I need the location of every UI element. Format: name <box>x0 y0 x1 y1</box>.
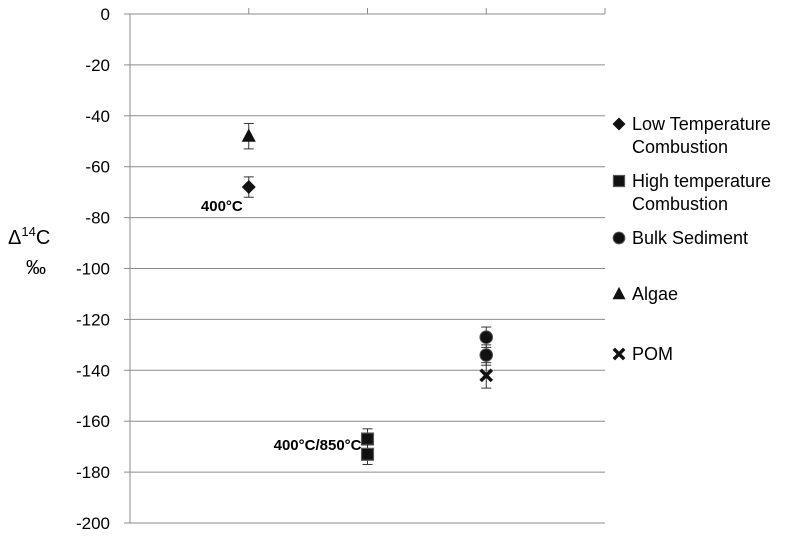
legend-label: Algae <box>632 284 678 304</box>
legend-label: Bulk Sediment <box>632 228 748 248</box>
y-tick-label: -200 <box>76 514 110 533</box>
gridlines <box>130 13 605 524</box>
legend-entry: Low Temperature Combustion <box>612 114 771 157</box>
y-axis-label-element: C <box>36 227 50 249</box>
legend-entry: Algae <box>612 284 678 304</box>
y-tick-label: 0 <box>101 5 110 24</box>
y-tick-label: -140 <box>76 361 110 380</box>
data-point-circle <box>479 330 494 345</box>
legend-label: High temperature <box>632 171 771 191</box>
y-tick-label: -180 <box>76 463 110 482</box>
legend-marker-triangle <box>612 286 626 300</box>
data-point-diamond <box>241 180 256 195</box>
data-point-triangle <box>241 128 256 142</box>
y-tick-label: -120 <box>76 310 110 329</box>
y-tick-label: -80 <box>85 209 110 228</box>
data-point-circle <box>479 348 494 362</box>
y-tick-label: -100 <box>76 260 110 279</box>
legend-entry: Bulk Sediment <box>612 228 748 248</box>
y-axis-label-superscript: 14 <box>21 224 35 239</box>
y-axis-label-delta: Δ <box>8 227 21 249</box>
y-axis-label-unit: ‰ <box>26 257 46 279</box>
legend-marker-diamond <box>612 117 626 131</box>
y-axis-label-symbol: Δ14C <box>8 224 50 249</box>
annotation-label: 400°C <box>201 198 243 215</box>
data-point-square <box>360 432 375 446</box>
y-tick-label: -40 <box>85 107 110 126</box>
legend-marker-x <box>612 347 626 361</box>
annotations: 400°C 400°C/850°C <box>201 198 362 454</box>
y-tick-label: -60 <box>85 158 110 177</box>
y-tick-labels: 0 -20 -40 -60 -80 -100 -120 -140 -160 -180 -200 <box>76 5 110 533</box>
annotation-label: 400°C/850°C <box>274 437 362 454</box>
legend-label: Combustion <box>632 137 728 157</box>
legend-marker-x-stroke <box>612 347 626 361</box>
legend-label: Low Temperature <box>632 114 771 134</box>
data-points <box>241 122 494 465</box>
legend-label: Combustion <box>632 194 728 214</box>
legend-label: POM <box>632 344 673 364</box>
data-point-square <box>360 447 375 461</box>
y-tick-label: -20 <box>85 56 110 75</box>
y-axis-label: Δ14C ‰ <box>8 224 50 279</box>
data-point-x <box>479 368 494 383</box>
data-point-x-stroke <box>479 368 494 383</box>
legend-marker-square <box>612 174 626 188</box>
legend-marker-circle <box>612 231 626 245</box>
y-tick-label: -160 <box>76 412 110 431</box>
legend-entry: High temperature Combustion <box>612 171 771 214</box>
axes <box>124 8 606 524</box>
legend-entry: POM <box>612 344 673 364</box>
